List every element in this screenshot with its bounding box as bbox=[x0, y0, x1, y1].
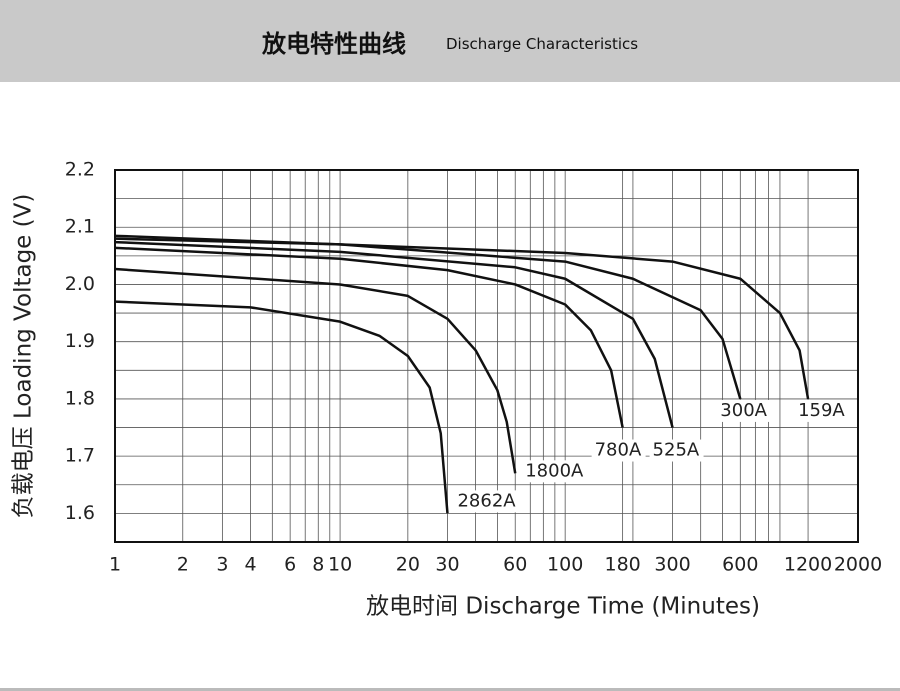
y-tick-label: 2.1 bbox=[65, 216, 95, 238]
line bbox=[114, 300, 449, 514]
label-bg bbox=[454, 490, 521, 513]
label-bg bbox=[717, 399, 772, 422]
line bbox=[114, 237, 742, 400]
series-label: 2862A bbox=[457, 490, 516, 511]
x-tick-label: 1200 bbox=[784, 554, 832, 576]
x-tick-label: 4 bbox=[244, 554, 256, 576]
line bbox=[114, 246, 624, 428]
label-bg bbox=[795, 399, 850, 422]
x-tick-label: 10 bbox=[328, 554, 352, 576]
y-tick-label: 1.8 bbox=[65, 387, 95, 409]
series-label: 525A bbox=[653, 440, 700, 461]
y-tick-label: 2.2 bbox=[65, 159, 95, 181]
label-bg bbox=[649, 439, 704, 462]
x-tick-label: 180 bbox=[604, 554, 640, 576]
footer-rule bbox=[0, 688, 900, 691]
label-bg bbox=[522, 460, 589, 483]
x-tick-label: 300 bbox=[654, 554, 690, 576]
line bbox=[114, 267, 517, 474]
x-tick-label: 3 bbox=[216, 554, 228, 576]
line bbox=[114, 234, 810, 400]
x-tick-label: 20 bbox=[396, 554, 420, 576]
y-tick-label: 1.7 bbox=[65, 445, 95, 467]
header-subtitle: Discharge Characteristics bbox=[446, 35, 639, 53]
x-tick-label: 30 bbox=[435, 554, 459, 576]
x-tick-label: 1 bbox=[109, 554, 121, 576]
y-axis-title: 负载电压 Loading Voltage (V) bbox=[11, 194, 37, 519]
x-tick-label: 60 bbox=[503, 554, 527, 576]
line bbox=[114, 240, 674, 428]
series-label: 1800A bbox=[525, 460, 584, 481]
series-label: 159A bbox=[798, 400, 845, 421]
label-bg bbox=[591, 439, 646, 462]
x-tick-label: 600 bbox=[722, 554, 758, 576]
header: 放电特性曲线 Discharge Characteristics bbox=[0, 0, 900, 82]
series-label: 300A bbox=[720, 400, 767, 421]
y-tick-label: 1.9 bbox=[65, 330, 95, 352]
x-tick-label: 2 bbox=[177, 554, 189, 576]
y-tick-label: 2.0 bbox=[65, 273, 95, 295]
plot-frame bbox=[114, 169, 859, 543]
x-tick-label: 2000 bbox=[834, 554, 882, 576]
y-tick-label: 1.6 bbox=[65, 502, 95, 524]
header-title: 放电特性曲线 bbox=[262, 30, 406, 58]
x-tick-label: 6 bbox=[284, 554, 296, 576]
x-tick-label: 100 bbox=[547, 554, 583, 576]
series-label: 780A bbox=[595, 440, 642, 461]
x-tick-label: 8 bbox=[312, 554, 324, 576]
x-axis-title: 放电时间 Discharge Time (Minutes) bbox=[366, 594, 760, 620]
